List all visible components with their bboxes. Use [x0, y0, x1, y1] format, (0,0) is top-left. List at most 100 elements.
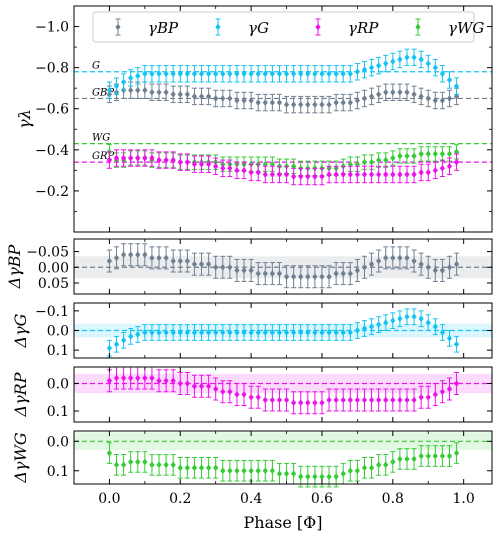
residual-rp-point: [361, 396, 368, 404]
residual-bp-point: [354, 267, 360, 274]
residual-rp-point: [439, 388, 446, 396]
series-bp-point: [255, 99, 261, 106]
series-rp-point: [135, 154, 141, 162]
residual-rp-point: [128, 374, 134, 382]
residual-g-point: [312, 329, 318, 336]
residual-bp-point: [156, 254, 162, 262]
residual-rp-point: [347, 396, 353, 404]
series-g-point: [319, 70, 325, 78]
residual-g-point: [142, 329, 148, 336]
residual-bp-point: [411, 257, 417, 265]
residual-wg-point: [234, 467, 240, 475]
residual-rp-point: [220, 388, 226, 396]
residual-bp-point: [312, 273, 318, 281]
residual-bp-point: [333, 270, 339, 277]
series-g-point: [156, 70, 162, 78]
residual-bp-point: [439, 267, 446, 274]
series-rp-point: [291, 173, 297, 180]
residual-g-point: [227, 329, 233, 336]
series-rp-point: [163, 156, 169, 164]
series-bp-point: [128, 86, 134, 94]
residual-rp-point: [397, 396, 403, 404]
residual-bp-point: [383, 254, 389, 262]
series-wg-point: [411, 152, 417, 160]
residual-rp-point: [354, 396, 360, 404]
series-g-point: [198, 70, 205, 78]
residual-rp-point: [163, 377, 169, 385]
series-rp-point: [248, 169, 254, 176]
y-tick-label: 0.05: [38, 276, 69, 292]
residual-wg-point: [446, 452, 453, 460]
residual-bp-point: [432, 267, 438, 274]
series-wg-point: [390, 154, 396, 162]
residual-rp-point: [113, 374, 120, 382]
residual-bp-point: [376, 257, 382, 265]
residual-g-point: [220, 329, 226, 336]
y-tick-label: 0.0: [47, 324, 69, 340]
residual-bp-point: [213, 263, 219, 271]
series-g-point: [368, 64, 375, 71]
residual-rp-point: [248, 393, 254, 401]
series-g-point: [404, 54, 410, 61]
residual-panel-bp: [74, 243, 492, 289]
residual-wg-point: [326, 473, 332, 480]
residual-rp-point: [390, 396, 396, 404]
residual-g-point: [368, 323, 375, 330]
series-rp-point: [142, 154, 148, 162]
series-bp-point: [404, 88, 410, 96]
residual-rp-point: [340, 396, 346, 404]
series-bp-point: [312, 101, 318, 108]
residual-rp-point: [383, 396, 389, 404]
residual-g-point: [234, 329, 240, 336]
residual-rp-point: [305, 399, 311, 407]
residual-g-point: [439, 329, 446, 336]
series-g-point: [177, 70, 183, 78]
residual-rp-point: [446, 385, 453, 393]
legend-marker: [215, 23, 221, 31]
residual-wg-point: [439, 452, 446, 460]
residual-bp-point: [248, 267, 254, 274]
y-tick-label: 0.0: [47, 377, 69, 393]
residual-g-point: [340, 329, 346, 336]
residual-g-point: [177, 329, 183, 336]
residual-g-point: [361, 325, 368, 332]
series-wg-point: [376, 156, 382, 164]
residual-wg-point: [425, 452, 431, 460]
residual-bp-point: [340, 270, 346, 277]
series-rp-point: [354, 171, 360, 178]
series-g-point: [262, 70, 268, 78]
residual-wg-point: [347, 467, 353, 475]
y-axis-label: ΔγG: [11, 313, 30, 348]
series-rp-point: [397, 171, 403, 178]
series-g-point: [128, 74, 134, 82]
y-tick-label: −0.05: [26, 245, 69, 261]
series-rp-point: [432, 167, 438, 174]
residual-bp-point: [163, 254, 169, 262]
series-g-point: [113, 82, 120, 90]
residual-panel-rp: [74, 366, 492, 415]
series-bp-point: [333, 99, 339, 106]
residual-wg-point: [453, 449, 460, 457]
residual-wg-point: [135, 458, 141, 466]
series-bp-point: [326, 101, 332, 108]
series-rp-point: [128, 154, 134, 162]
series-bp-point: [198, 93, 205, 100]
residual-panel-wg: [74, 432, 492, 488]
residual-g-point: [106, 344, 113, 352]
series-bp-point: [397, 88, 403, 96]
residual-g-point: [163, 329, 169, 336]
legend-entry: γBP: [148, 19, 179, 37]
series-g-point: [312, 70, 318, 78]
residual-g-point: [383, 319, 389, 326]
axes-frame: [73, 5, 493, 233]
residual-g-point: [354, 327, 360, 334]
residual-g-point: [390, 317, 396, 324]
residual-wg-point: [354, 467, 360, 475]
series-wg-point: [262, 160, 268, 168]
series-rp-point: [283, 171, 290, 178]
series-bp-point: [241, 97, 247, 104]
residual-rp-point: [418, 393, 424, 401]
series-g-point: [333, 70, 339, 78]
residual-wg-point: [241, 467, 247, 475]
y-tick-label: 0.00: [38, 260, 69, 276]
